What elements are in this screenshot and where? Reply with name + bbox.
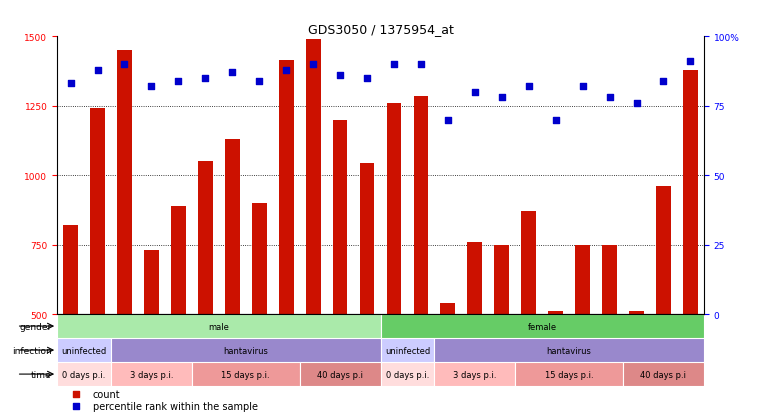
Point — [226, 70, 238, 76]
Text: infection: infection — [12, 346, 52, 355]
Bar — [90, 109, 105, 314]
Point — [253, 78, 266, 85]
Bar — [521, 212, 537, 314]
Bar — [387, 104, 401, 314]
Bar — [435, 362, 515, 386]
Point — [684, 59, 696, 65]
Text: 15 days p.i.: 15 days p.i. — [545, 370, 594, 379]
Bar — [252, 204, 266, 314]
Point — [119, 62, 131, 68]
Bar — [602, 245, 617, 314]
Text: female: female — [527, 322, 557, 331]
Bar — [57, 314, 380, 338]
Bar — [623, 362, 704, 386]
Bar — [192, 362, 300, 386]
Bar — [63, 225, 78, 314]
Point — [469, 89, 481, 96]
Point — [603, 95, 616, 102]
Point — [65, 81, 77, 88]
Text: 0 days p.i.: 0 days p.i. — [62, 370, 106, 379]
Bar — [515, 362, 623, 386]
Bar — [683, 71, 698, 314]
Point — [307, 62, 319, 68]
Point — [495, 95, 508, 102]
Bar — [380, 338, 435, 362]
Bar — [441, 303, 455, 314]
Text: time: time — [31, 370, 52, 379]
Bar — [171, 206, 186, 314]
Text: percentile rank within the sample: percentile rank within the sample — [93, 401, 258, 411]
Point — [388, 62, 400, 68]
Bar — [117, 51, 132, 314]
Bar — [548, 311, 563, 314]
Text: male: male — [209, 322, 229, 331]
Title: GDS3050 / 1375954_at: GDS3050 / 1375954_at — [307, 23, 454, 36]
Bar — [57, 338, 111, 362]
Text: count: count — [93, 389, 120, 399]
Bar — [306, 40, 320, 314]
Bar — [435, 338, 704, 362]
Bar — [380, 362, 435, 386]
Text: uninfected: uninfected — [62, 346, 107, 355]
Point — [523, 84, 535, 90]
Point — [199, 76, 212, 82]
Point — [630, 100, 642, 107]
Point — [658, 78, 670, 85]
Bar — [333, 120, 348, 314]
Bar — [224, 140, 240, 314]
Bar — [279, 61, 294, 314]
Text: 3 days p.i.: 3 days p.i. — [453, 370, 497, 379]
Point — [442, 117, 454, 123]
Bar — [467, 242, 482, 314]
Bar — [144, 251, 159, 314]
Bar — [629, 311, 644, 314]
Point — [334, 73, 346, 79]
Bar — [413, 97, 428, 314]
Text: 15 days p.i.: 15 days p.i. — [221, 370, 270, 379]
Text: gender: gender — [20, 322, 52, 331]
Bar — [360, 163, 374, 314]
Point — [415, 62, 427, 68]
Bar — [198, 162, 213, 314]
Bar — [575, 245, 590, 314]
Text: 40 days p.i: 40 days p.i — [641, 370, 686, 379]
Bar — [656, 187, 671, 314]
Text: uninfected: uninfected — [385, 346, 430, 355]
Text: 0 days p.i.: 0 days p.i. — [386, 370, 429, 379]
Bar — [57, 362, 111, 386]
Text: hantavirus: hantavirus — [223, 346, 268, 355]
Bar — [300, 362, 380, 386]
Point — [91, 67, 103, 74]
Point — [145, 84, 158, 90]
Text: 40 days p.i: 40 days p.i — [317, 370, 363, 379]
Point — [70, 390, 82, 397]
Bar — [380, 314, 704, 338]
Text: hantavirus: hantavirus — [546, 346, 591, 355]
Bar — [111, 338, 380, 362]
Point — [361, 76, 373, 82]
Text: 3 days p.i.: 3 days p.i. — [129, 370, 174, 379]
Point — [577, 84, 589, 90]
Point — [280, 67, 292, 74]
Bar — [495, 245, 509, 314]
Point — [70, 403, 82, 410]
Point — [172, 78, 184, 85]
Point — [549, 117, 562, 123]
Bar — [111, 362, 192, 386]
